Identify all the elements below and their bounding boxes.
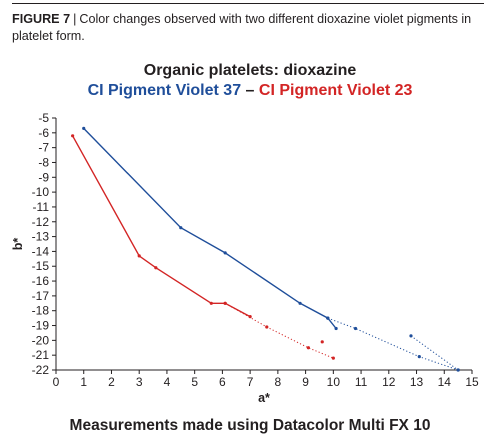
series-violet-23: [71, 134, 335, 360]
y-tick-label: -8: [38, 155, 49, 169]
caption-text: Color changes observed with two differen…: [12, 12, 472, 43]
y-tick-label: -14: [32, 244, 50, 258]
y-tick-label: -11: [33, 200, 50, 214]
x-tick-label: 11: [355, 375, 368, 389]
x-tick-label: 6: [219, 375, 226, 389]
data-point: [179, 226, 183, 230]
data-point: [326, 316, 330, 320]
subtitle-violet-23: CI Pigment Violet 23: [258, 82, 413, 99]
data-point: [223, 251, 227, 255]
data-point: [409, 334, 413, 338]
data-point: [334, 326, 338, 331]
figure-caption: FIGURE 7 | Color changes observed with two…: [12, 11, 490, 45]
series-solid-line: [71, 135, 251, 318]
data-point: [223, 301, 227, 305]
data-point: [137, 254, 141, 258]
top-rule: [12, 3, 484, 4]
y-tick-label: -6: [38, 126, 49, 140]
x-tick-label: 10: [327, 375, 341, 389]
data-point: [456, 368, 460, 372]
x-tick-label: 4: [164, 375, 171, 389]
series-solid-line: [83, 127, 337, 329]
x-tick-label: 9: [302, 375, 309, 389]
x-tick-label: 3: [136, 375, 143, 389]
y-tick-label: -10: [32, 185, 50, 199]
figure-label: FIGURE 7: [12, 12, 71, 26]
subtitle-dash: –: [241, 82, 259, 99]
data-point: [331, 356, 335, 360]
y-tick-label: -18: [32, 304, 50, 318]
data-point: [298, 301, 302, 305]
x-tick-label: 8: [275, 375, 282, 389]
y-tick-label: -21: [32, 348, 50, 362]
x-tick-label: 5: [191, 375, 198, 389]
y-tick-label: -22: [32, 363, 50, 377]
chart-series: [71, 126, 460, 372]
subtitle-violet-37: CI Pigment Violet 37: [87, 82, 242, 99]
y-tick-label: -19: [32, 319, 50, 333]
x-tick-label: 7: [247, 375, 254, 389]
x-tick-label: 2: [108, 375, 115, 389]
data-point: [265, 325, 269, 329]
series-dotted-line: [327, 317, 459, 371]
chart-title: Organic platelets: dioxazine: [143, 62, 357, 79]
series-dotted-line: [224, 302, 334, 359]
chart-subtitle: CI Pigment Violet 37 – CI Pigment Violet…: [0, 82, 500, 100]
y-tick-label: -5: [38, 111, 49, 125]
y-tick-label: -16: [32, 274, 50, 288]
y-tick-label: -7: [38, 141, 49, 155]
y-tick-label: -15: [32, 259, 50, 273]
y-tick-label: -13: [32, 230, 50, 244]
data-point: [82, 126, 86, 130]
x-tick-label: 12: [382, 375, 396, 389]
data-point: [306, 346, 310, 350]
x-tick-label: 13: [410, 375, 424, 389]
footer-note: Measurements made using Datacolor Multi …: [69, 417, 431, 434]
y-axis-label: b*: [11, 238, 25, 251]
data-point: [353, 326, 358, 331]
tick-labels: 0 1 2 3 4 5 6 7 8 9 10 11 12 13 14 15-5-6-7-8-9-10-11-1…: [32, 111, 479, 389]
caption-separator: |: [73, 12, 77, 26]
y-tick-label: -17: [32, 289, 50, 303]
data-point: [320, 340, 324, 344]
y-tick-label: -20: [32, 333, 50, 347]
y-tick-label: -12: [32, 215, 50, 229]
series-dotted-line: [410, 335, 459, 371]
x-tick-label: 14: [438, 375, 452, 389]
chart-axes: [52, 117, 473, 374]
data-point: [417, 355, 421, 359]
series-violet-37: [82, 126, 460, 372]
data-point: [71, 134, 75, 138]
x-tick-label: 0: [53, 375, 60, 389]
data-point: [154, 266, 158, 270]
x-tick-label: 1: [80, 375, 87, 389]
data-point: [209, 301, 213, 305]
y-tick-label: -9: [38, 170, 49, 184]
data-point: [248, 315, 252, 319]
x-tick-label: 15: [465, 375, 479, 389]
x-axis-label: a*: [258, 391, 270, 405]
